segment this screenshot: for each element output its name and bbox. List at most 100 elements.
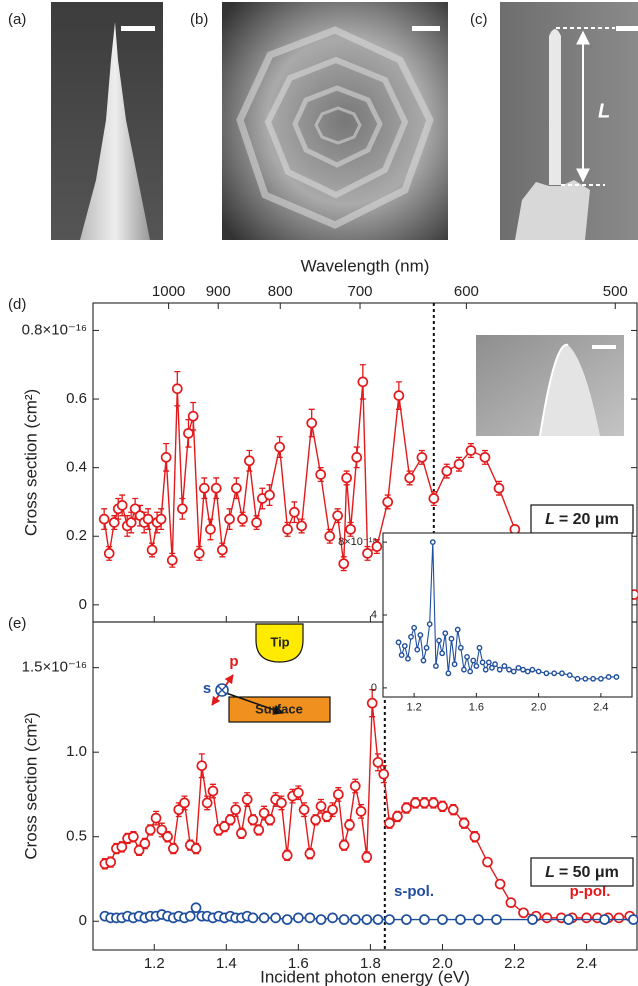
data-point	[316, 470, 325, 479]
data-point	[283, 851, 292, 860]
data-point	[277, 798, 286, 807]
x-axis-label: Incident photon energy (eV)	[260, 967, 470, 986]
data-point	[325, 532, 334, 541]
data-point	[521, 667, 525, 671]
data-point	[411, 798, 420, 807]
data-point	[483, 858, 492, 867]
data-point	[418, 633, 422, 637]
x-tick-label: 2.0	[531, 701, 546, 713]
data-point	[462, 667, 466, 671]
data-point	[248, 815, 257, 824]
panel-label: (e)	[8, 615, 26, 632]
data-point	[162, 453, 171, 462]
sem-image-b	[222, 2, 448, 240]
data-point	[140, 839, 149, 848]
schematic-tip: Tip	[270, 634, 289, 649]
x2-tick-label: 500	[603, 283, 628, 300]
data-point	[105, 549, 114, 558]
y-tick-label: 0.6	[66, 390, 87, 407]
plot-background	[383, 533, 632, 697]
data-point	[427, 622, 431, 626]
series-label: s-pol.	[394, 883, 434, 900]
x2-tick-label: 700	[348, 283, 373, 300]
data-point	[446, 671, 450, 675]
data-point	[328, 913, 337, 922]
data-point	[420, 915, 429, 924]
data-point	[189, 412, 198, 421]
data-point	[456, 627, 460, 631]
data-point	[333, 511, 342, 520]
data-point	[129, 832, 138, 841]
x-tick-label: 1.4	[216, 955, 237, 972]
x-tick-label: 2.4	[593, 701, 608, 713]
data-point	[238, 515, 247, 524]
data-point	[334, 790, 343, 799]
x-tick-label: 1.6	[469, 701, 484, 713]
data-point	[406, 657, 410, 661]
data-point	[437, 638, 441, 642]
data-point	[248, 913, 257, 922]
data-point	[265, 815, 274, 824]
data-point	[385, 819, 394, 828]
y-tick-label: 8×10⁻¹⁸	[338, 536, 377, 548]
y-axis-label: Cross section (cm²)	[21, 712, 40, 859]
data-point	[526, 669, 530, 673]
data-point	[192, 903, 201, 912]
data-point	[362, 915, 371, 924]
data-point	[232, 484, 241, 493]
data-point	[498, 667, 502, 671]
schematic-p: p	[229, 653, 238, 670]
data-point	[560, 671, 564, 675]
data-point	[409, 635, 413, 639]
data-point	[218, 545, 227, 554]
panel-label: (c)	[470, 11, 488, 28]
data-point	[600, 915, 609, 924]
panel-label: (b)	[190, 11, 208, 28]
data-point	[443, 631, 447, 635]
schematic-s: s	[203, 680, 211, 697]
data-point	[568, 673, 572, 677]
data-point	[495, 484, 504, 493]
annotation-text: = 50 μm	[559, 864, 619, 881]
annotation-text: = 20 μm	[559, 511, 619, 528]
data-point	[519, 908, 528, 917]
data-point	[474, 915, 483, 924]
data-point	[340, 915, 349, 924]
data-point	[311, 815, 320, 824]
data-point	[429, 494, 438, 503]
data-point	[297, 521, 306, 530]
data-point	[466, 446, 475, 455]
data-point	[148, 545, 157, 554]
data-point	[449, 805, 458, 814]
data-point	[552, 671, 556, 675]
data-point	[294, 913, 303, 922]
sem-image-a	[51, 2, 163, 240]
data-point	[351, 915, 360, 924]
data-point	[474, 664, 478, 668]
data-point	[459, 646, 463, 650]
data-point	[317, 915, 326, 924]
data-point	[368, 699, 377, 708]
data-point	[399, 653, 403, 657]
data-point	[342, 473, 351, 482]
annotation-symbol: L	[545, 864, 555, 881]
data-point	[265, 491, 274, 500]
data-point	[402, 915, 411, 924]
length-label: L	[598, 100, 610, 122]
data-point	[493, 662, 497, 666]
data-point	[106, 858, 115, 867]
data-point	[100, 515, 109, 524]
data-point	[345, 820, 354, 829]
y-tick-label: 1.0	[66, 743, 87, 760]
data-point	[544, 671, 548, 675]
data-point	[283, 915, 292, 924]
data-point	[480, 453, 489, 462]
data-point	[290, 508, 299, 517]
data-point	[363, 549, 372, 558]
y-tick-label: 4	[371, 609, 377, 621]
y-tick-label: 0.5	[66, 828, 87, 845]
y-tick-label: 0	[371, 682, 377, 694]
data-point	[477, 646, 481, 650]
data-point	[629, 915, 638, 924]
data-point	[420, 798, 429, 807]
